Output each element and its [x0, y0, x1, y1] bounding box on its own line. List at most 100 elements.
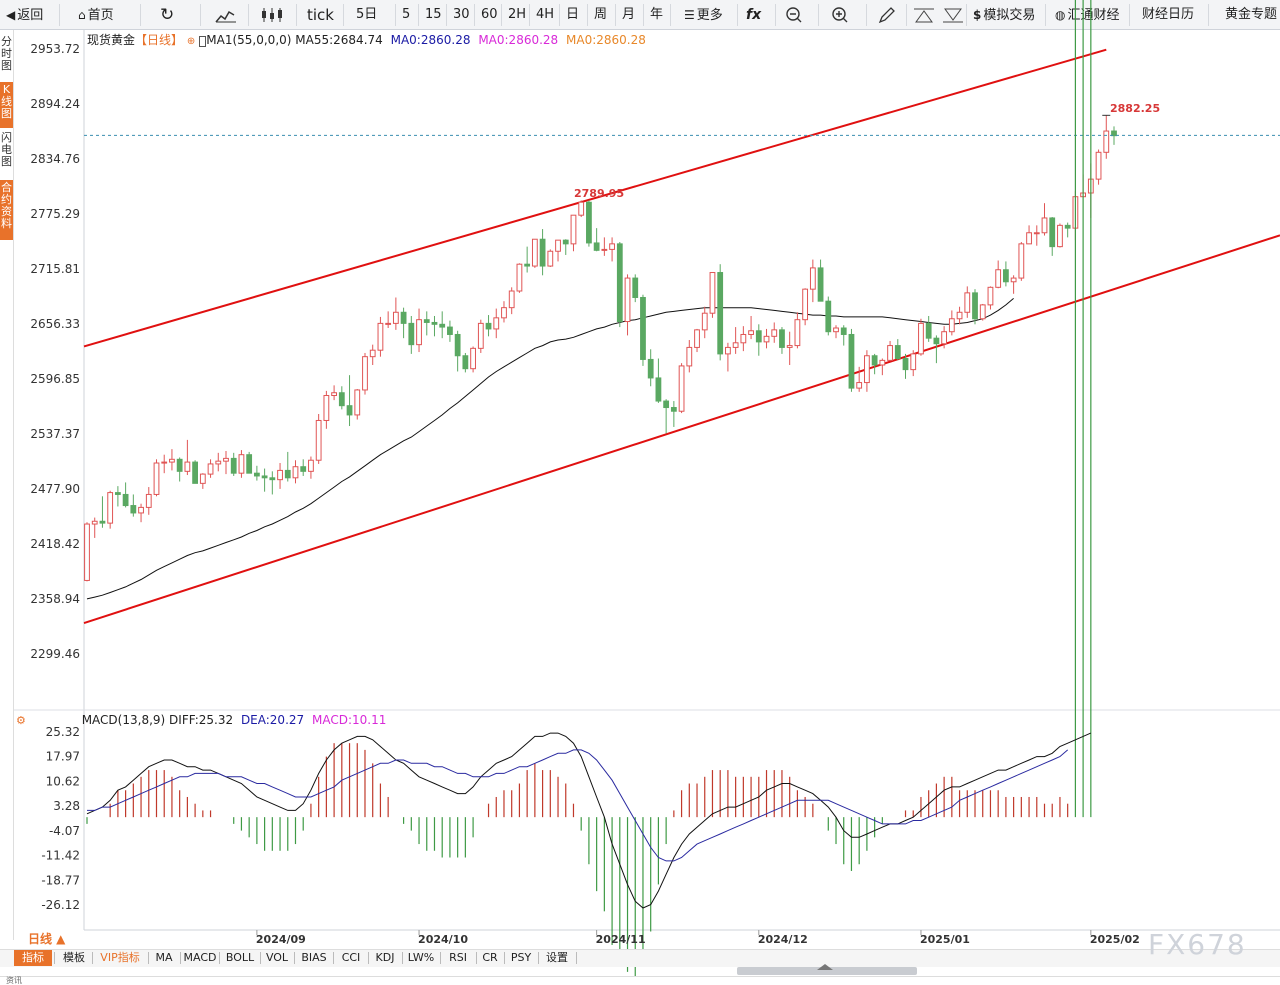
tick-button[interactable]: tick [307, 6, 334, 24]
date-axis: 2024/09 2024/10 2024/11 2024/12 2025/01 2025/… [256, 930, 1140, 946]
candle-body [771, 329, 778, 337]
draw-up-button[interactable] [913, 0, 935, 30]
candle [948, 310, 955, 336]
collapse-icon [817, 964, 833, 970]
candle-body [779, 329, 785, 348]
candle-body [748, 330, 754, 335]
candle [701, 306, 708, 339]
period-6[interactable]: 4H [536, 7, 555, 22]
candle [1049, 217, 1056, 256]
candle [555, 239, 561, 262]
gold-topic-button[interactable]: 黄金专题 [1225, 7, 1278, 22]
period-1[interactable]: 5 [402, 7, 411, 22]
candle-body [933, 337, 940, 345]
candle-body [547, 250, 554, 267]
indicator-tab-13[interactable]: PSY [510, 951, 532, 964]
tab-divider [576, 952, 577, 964]
indicator-tab-1[interactable]: 模板 [63, 951, 85, 964]
tab-flash-chart[interactable]: 闪电图 [1, 131, 12, 168]
candle-body [786, 345, 793, 348]
candle-body [91, 520, 98, 525]
tab-minute-chart[interactable]: 分时图 [1, 35, 12, 72]
back-button[interactable]: ◀ 返回 [6, 8, 44, 23]
period-5[interactable]: 2H [508, 7, 527, 22]
period-selector[interactable]: 日线 ▲ [14, 930, 84, 948]
tab-kline-chart[interactable]: K线图 [0, 82, 13, 128]
tab-contract-info[interactable]: 合约资料 [0, 180, 13, 240]
candle [794, 312, 801, 349]
formula-button[interactable]: fx [746, 0, 761, 30]
period-7[interactable]: 日 [566, 7, 580, 22]
candle [786, 331, 793, 365]
toolbar-divider [474, 4, 475, 26]
refresh-button[interactable]: ↻ [160, 0, 174, 30]
period-2[interactable]: 15 [425, 7, 442, 22]
more-button[interactable]: ☰ 更多 [684, 8, 723, 23]
indicator-tab-4[interactable]: MACD [183, 951, 217, 964]
draw-down-button[interactable] [942, 0, 964, 30]
indicator-tab-9[interactable]: KDJ [375, 951, 395, 964]
calendar-button[interactable]: 财经日历 [1142, 7, 1195, 22]
chart-legend: 现货黄金【日线】 ⊕ MA1(55,0,0,0) MA55:2684.74 MA… [87, 31, 646, 47]
indicator-tab-8[interactable]: CCI [341, 951, 361, 964]
toolbar-divider [446, 4, 447, 26]
trend-channel[interactable] [83, 48, 1280, 624]
period-0[interactable]: 5日 [356, 7, 378, 22]
home-button[interactable]: ⌂ 首页 [78, 8, 114, 23]
indicator-tab-7[interactable]: BIAS [301, 951, 327, 964]
channel-upper-line[interactable] [83, 48, 1107, 348]
tab-divider [368, 952, 369, 964]
candle-body [1018, 243, 1025, 279]
candle [416, 308, 422, 353]
candle [223, 450, 229, 475]
candle-body [979, 304, 986, 320]
period-10[interactable]: 年 [650, 7, 664, 22]
period-3[interactable]: 30 [453, 7, 470, 22]
candle [1033, 225, 1040, 246]
zoom-in-button[interactable] [831, 0, 849, 30]
candle-body [1041, 217, 1048, 234]
macd-settings-icon[interactable]: ⚙ [16, 714, 26, 727]
candle-body [300, 466, 307, 472]
indicator-tab-3[interactable]: MA [155, 951, 173, 964]
candle [1057, 223, 1063, 248]
scrollbar[interactable] [737, 964, 917, 975]
indicator-tab-14[interactable]: 设置 [546, 951, 568, 964]
period-8[interactable]: 周 [594, 7, 608, 22]
menu-icon: ☰ [684, 8, 695, 22]
period-4[interactable]: 60 [481, 7, 498, 22]
ma55-line-group [86, 298, 1014, 600]
toolbar-divider [1045, 4, 1046, 26]
zoom-out-button[interactable] [785, 0, 803, 30]
zoom-out-icon [786, 6, 802, 22]
draw-button[interactable] [878, 0, 896, 30]
candle-type-button[interactable] [260, 0, 284, 30]
candle-body [1026, 232, 1032, 245]
candle [470, 346, 476, 373]
indicator-tab-10[interactable]: LW% [407, 951, 435, 964]
indicator-tab-5[interactable]: BOLL [225, 951, 255, 964]
indicator-tab-12[interactable]: CR [482, 951, 498, 964]
indicator-tab-11[interactable]: RSI [449, 951, 467, 964]
candle-body [261, 475, 268, 479]
period-9[interactable]: 月 [622, 7, 636, 22]
candle [879, 358, 886, 376]
candle-body [871, 355, 878, 366]
toggle-icon[interactable] [199, 36, 207, 47]
candle-body [740, 333, 747, 344]
huitong-button[interactable]: ◍ 汇通财经 [1055, 8, 1120, 23]
macd-dea-line [87, 749, 1069, 862]
sim-trade-button[interactable]: $ 模拟交易 [973, 8, 1036, 23]
settings-icon[interactable]: ⊕ [186, 36, 196, 47]
indicator-tab-6[interactable]: VOL [265, 951, 289, 964]
candle [817, 259, 824, 302]
toolbar-divider [643, 4, 644, 26]
candle [1041, 203, 1048, 236]
indicator-tab-0[interactable]: 指标 [14, 950, 52, 966]
chart-type-button[interactable] [215, 0, 237, 30]
channel-lower-line[interactable] [83, 234, 1280, 624]
toolbar-divider [559, 4, 560, 26]
macd-dea: DEA:20.27 [240, 713, 305, 727]
indicator-tab-2[interactable]: VIP指标 [100, 951, 140, 964]
